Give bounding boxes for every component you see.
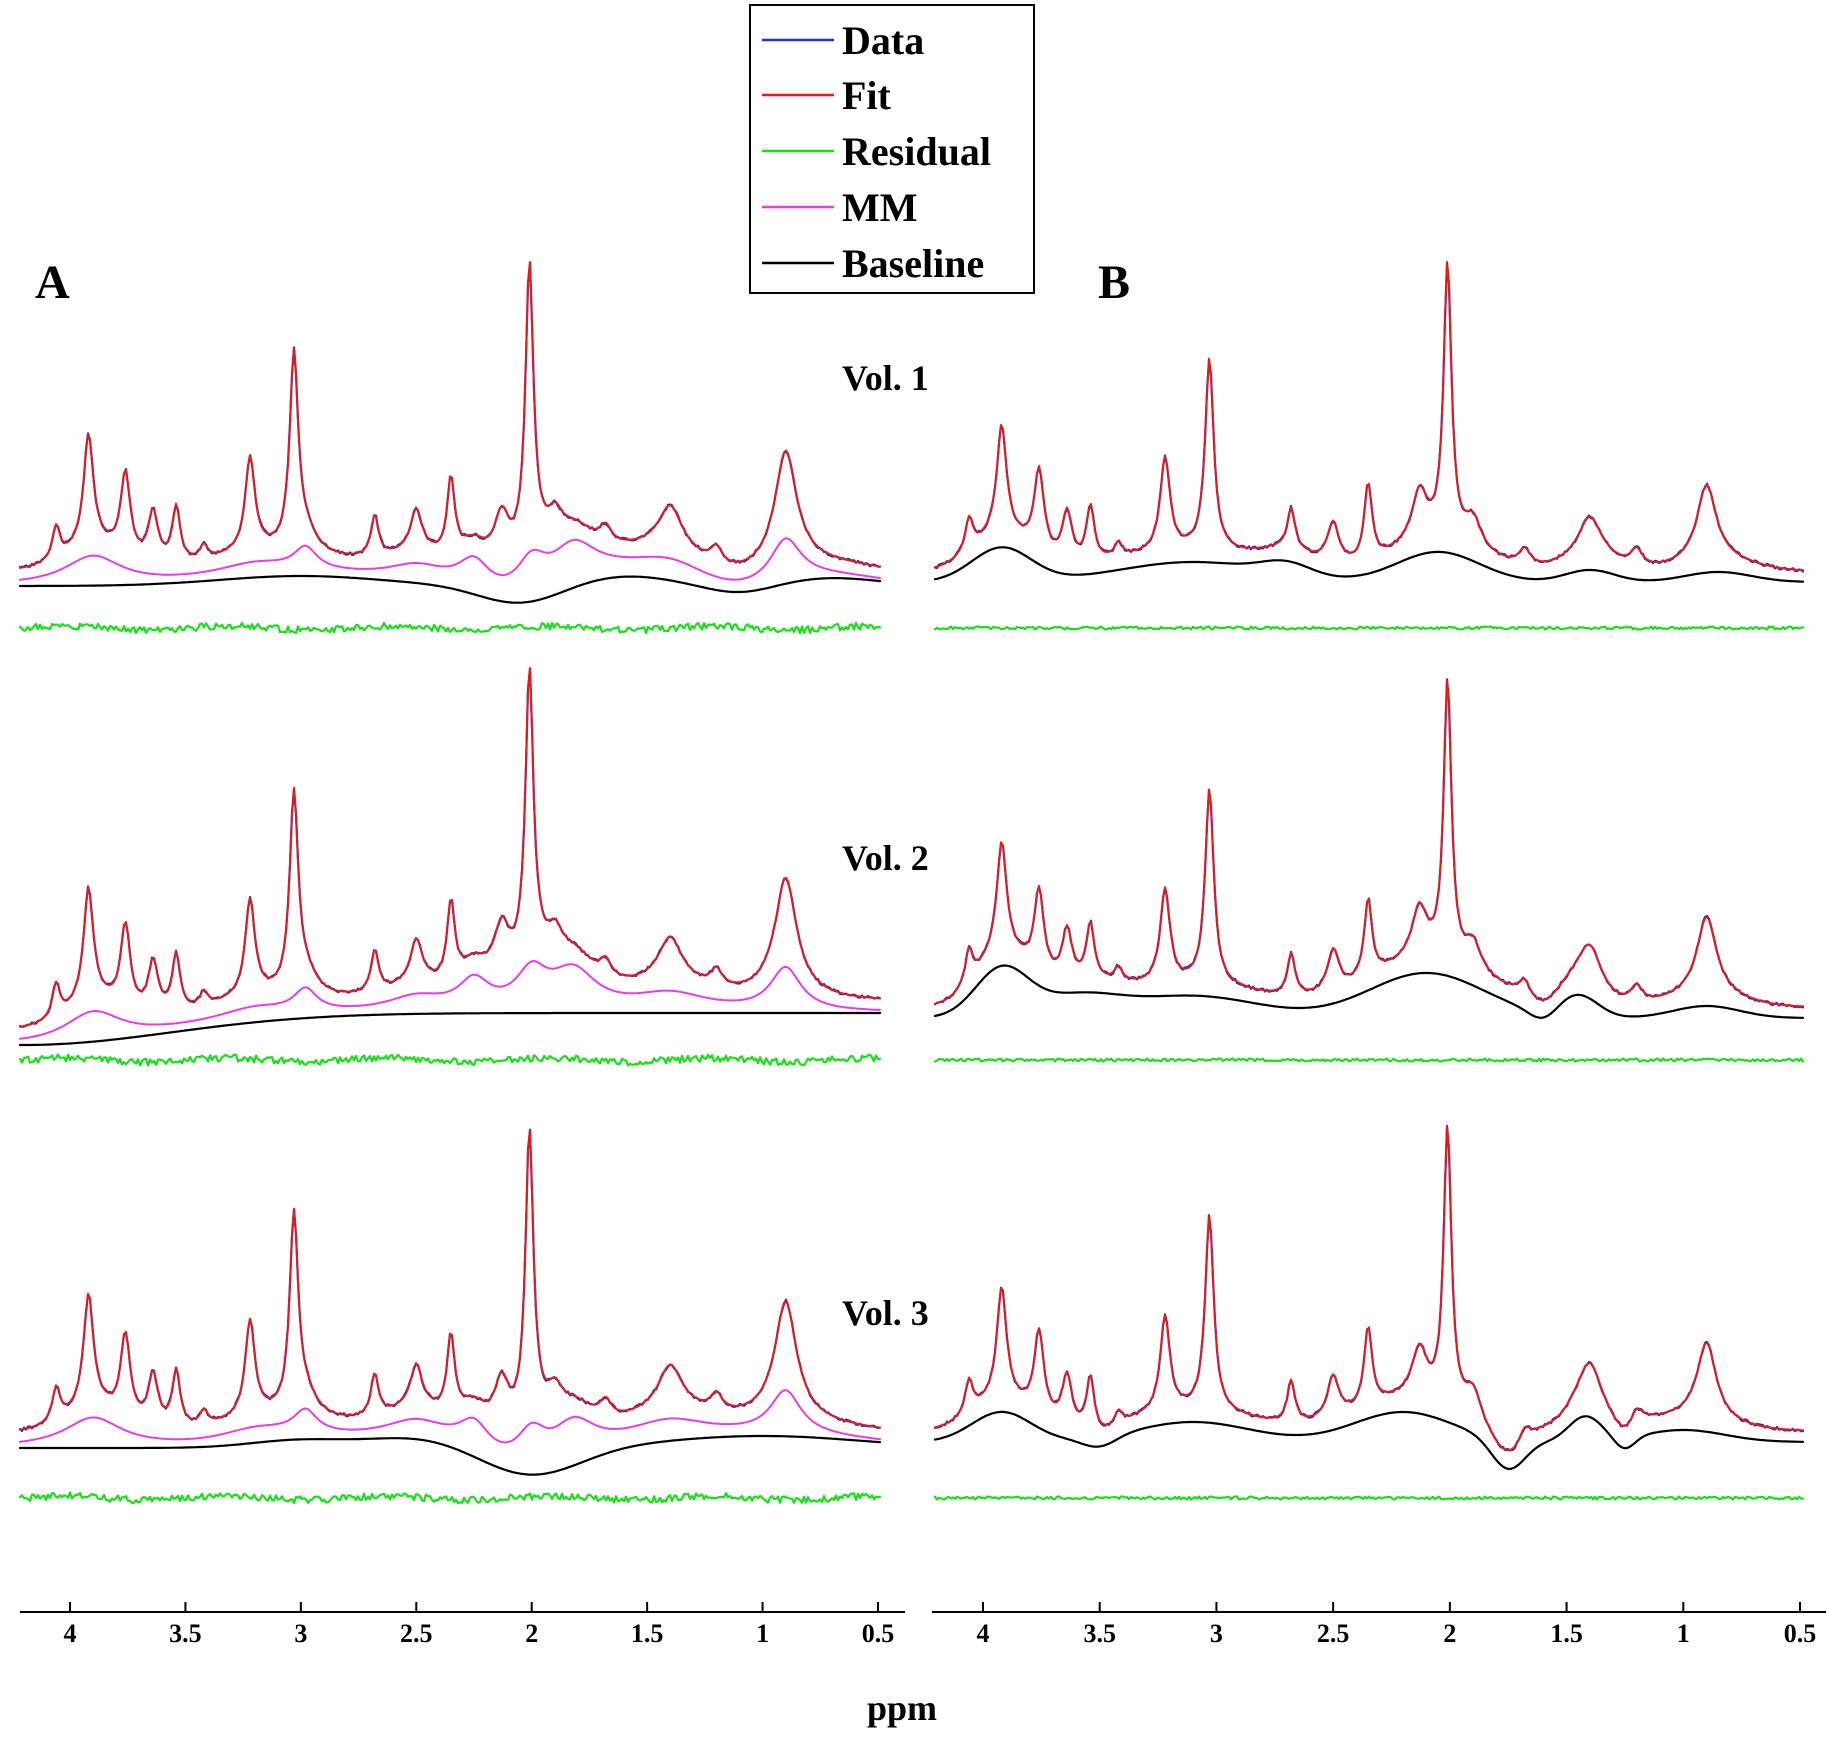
fit-line [934, 261, 1804, 572]
legend-entry-baseline: Baseline [762, 241, 984, 286]
residual-line [18, 621, 882, 635]
legend-label-residual: Residual [842, 129, 991, 174]
panels-layer [18, 261, 1805, 1505]
row-label-vol-1: Vol. 1 [842, 358, 929, 398]
plot-a-3 [18, 1128, 882, 1505]
panel-letter-a: A [35, 256, 70, 309]
residual-line [18, 1053, 882, 1067]
baseline-line [933, 1410, 1805, 1470]
plot-b-3 [933, 1124, 1805, 1501]
x-tick-label-a-7: 0.5 [862, 1619, 895, 1648]
legend-entry-data: Data [762, 18, 924, 63]
x-tick-label-a-4: 2 [525, 1619, 538, 1648]
x-tick-label-a-2: 3 [294, 1619, 307, 1648]
baseline-line [933, 964, 1805, 1019]
residual-line [933, 1057, 1805, 1063]
data-line [933, 678, 1805, 1009]
x-tick-label-b-5: 1.5 [1550, 1619, 1583, 1648]
mm-line [19, 537, 881, 581]
baseline-line [18, 1434, 882, 1476]
x-tick-label-a-5: 1.5 [631, 1619, 664, 1648]
plot-a-1 [18, 261, 882, 635]
x-tick-label-b-4: 2 [1443, 1619, 1456, 1648]
legend-entry-mm: MM [762, 185, 918, 230]
mm-line [19, 1389, 881, 1444]
legend-box [749, 4, 1035, 294]
plot-b-2 [933, 678, 1805, 1063]
fit-line [19, 1128, 881, 1431]
mm-line [19, 960, 881, 1040]
legend: Data Fit Residual MM Baseline [749, 4, 1035, 294]
residual-line [18, 1491, 882, 1505]
baseline-line [18, 574, 882, 604]
legend-label-fit: Fit [842, 73, 892, 118]
residual-line [933, 625, 1805, 631]
x-tick-label-b-0: 4 [977, 1619, 990, 1648]
fit-line [19, 667, 881, 1028]
data-line [933, 262, 1805, 573]
row-label-vol-3: Vol. 3 [842, 1293, 929, 1333]
panel-letter-b: B [1098, 256, 1130, 309]
legend-entry-fit: Fit [762, 73, 892, 118]
x-tick-label-b-7: 0.5 [1784, 1619, 1817, 1648]
residual-line [933, 1495, 1805, 1501]
baseline-line [18, 1011, 882, 1047]
plot-a-2 [18, 667, 882, 1067]
x-tick-label-a-1: 3.5 [169, 1619, 202, 1648]
fit-line [19, 261, 881, 569]
fit-line [934, 1125, 1804, 1452]
row-label-vol-2: Vol. 2 [842, 838, 929, 878]
legend-label-baseline: Baseline [842, 241, 984, 286]
x-tick-label-b-3: 2.5 [1317, 1619, 1350, 1648]
x-tick-label-b-2: 3 [1210, 1619, 1223, 1648]
plot-b-1 [933, 261, 1805, 631]
legend-label-mm: MM [842, 185, 918, 230]
x-tick-label-a-0: 4 [64, 1619, 77, 1648]
x-axis-label: ppm [867, 1688, 937, 1728]
x-tick-label-b-6: 1 [1677, 1619, 1690, 1648]
legend-label-data: Data [842, 18, 924, 63]
fit-line [934, 679, 1804, 1008]
x-tick-label-a-3: 2.5 [400, 1619, 433, 1648]
ticks-layer: 4 3.5 3 2.5 2 1.5 1 0.5 4 3.5 3 2.5 2 1.5 1 0.5 [64, 1602, 1817, 1648]
legend-entry-residual: Residual [762, 129, 991, 174]
x-tick-label-a-6: 1 [756, 1619, 769, 1648]
x-tick-label-b-1: 3.5 [1083, 1619, 1116, 1648]
data-line [933, 1124, 1805, 1452]
baseline-line [933, 546, 1805, 583]
